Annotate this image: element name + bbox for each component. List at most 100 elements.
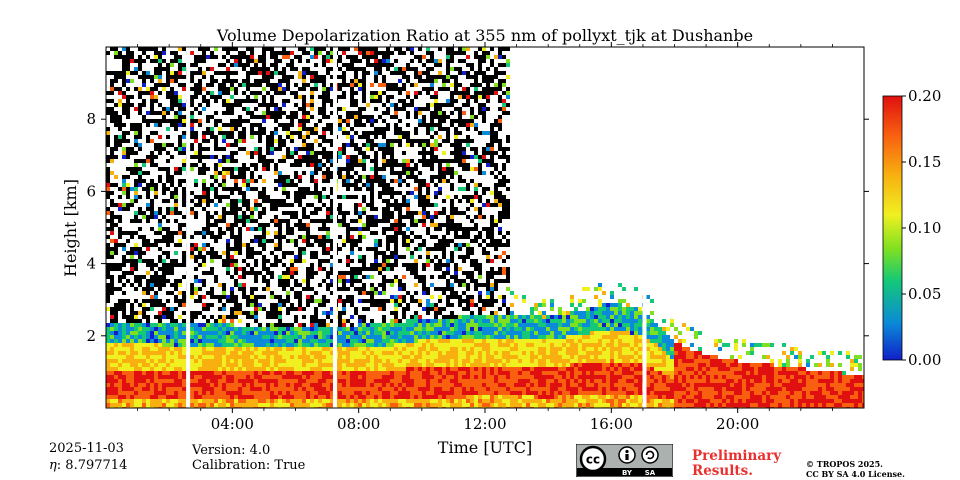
heatmap-cell — [242, 199, 246, 203]
heatmap-cell — [250, 359, 254, 363]
heatmap-cell — [418, 203, 422, 207]
heatmap-cell — [134, 251, 138, 255]
heatmap-cell — [126, 167, 130, 171]
heatmap-cell — [206, 147, 210, 151]
heatmap-cell — [262, 391, 266, 395]
heatmap-cell — [322, 331, 326, 335]
heatmap-cell — [114, 119, 118, 123]
heatmap-cell — [182, 311, 186, 315]
heatmap-cell — [310, 339, 314, 343]
heatmap-cell — [242, 91, 246, 95]
heatmap-cell — [178, 355, 182, 359]
heatmap-cell — [146, 379, 150, 383]
heatmap-cell — [202, 335, 206, 339]
heatmap-cell — [194, 83, 198, 87]
heatmap-cell — [346, 183, 350, 187]
heatmap-cell — [306, 363, 310, 367]
heatmap-cell — [146, 243, 150, 247]
heatmap-cell — [190, 255, 194, 259]
heatmap-cell — [382, 119, 386, 123]
heatmap-cell — [394, 243, 398, 247]
heatmap-cell — [290, 399, 294, 403]
heatmap-cell — [422, 275, 426, 279]
heatmap-cell — [238, 335, 242, 339]
heatmap-cell — [238, 379, 242, 383]
heatmap-cell — [142, 103, 146, 107]
heatmap-cell — [326, 343, 330, 347]
heatmap-cell — [438, 227, 442, 231]
heatmap-cell — [106, 187, 110, 191]
heatmap-cell — [282, 199, 286, 203]
heatmap-cell — [134, 199, 138, 203]
heatmap-cell — [190, 111, 194, 115]
heatmap-cell — [422, 243, 426, 247]
heatmap-cell — [294, 327, 298, 331]
heatmap-cell — [222, 207, 226, 211]
heatmap-cell — [230, 307, 234, 311]
heatmap-cell — [258, 91, 262, 95]
heatmap-cell — [178, 395, 182, 399]
heatmap-cell — [398, 287, 402, 291]
heatmap-cell — [430, 367, 434, 371]
heatmap-cell — [302, 75, 306, 79]
heatmap-cell — [218, 219, 222, 223]
heatmap-cell — [426, 375, 430, 379]
heatmap-cell — [286, 307, 290, 311]
heatmap-cell — [390, 139, 394, 143]
heatmap-cell — [202, 139, 206, 143]
heatmap-cell — [430, 115, 434, 119]
heatmap-cell — [202, 355, 206, 359]
heatmap-cell — [258, 355, 262, 359]
heatmap-cell — [286, 363, 290, 367]
heatmap-cell — [198, 67, 202, 71]
heatmap-cell — [414, 383, 418, 387]
heatmap-cell — [218, 227, 222, 231]
heatmap-cell — [254, 91, 258, 95]
heatmap-cell — [294, 259, 298, 263]
heatmap-cell — [178, 115, 182, 119]
heatmap-cell — [314, 47, 318, 51]
heatmap-cell — [330, 187, 334, 191]
heatmap-cell — [374, 219, 378, 223]
heatmap-cell — [398, 391, 402, 395]
heatmap-cell — [126, 103, 130, 107]
heatmap-cell — [354, 383, 358, 387]
heatmap-cell — [118, 231, 122, 235]
heatmap-cell — [346, 163, 350, 167]
heatmap-cell — [218, 215, 222, 219]
heatmap-cell — [314, 159, 318, 163]
heatmap-cell — [370, 363, 374, 367]
heatmap-cell — [306, 239, 310, 243]
heatmap-cell — [338, 235, 342, 239]
heatmap-cell — [314, 327, 318, 331]
heatmap-cell — [338, 67, 342, 71]
heatmap-cell — [438, 311, 442, 315]
heatmap-cell — [206, 55, 210, 59]
heatmap-cell — [422, 343, 426, 347]
heatmap-cell — [358, 395, 362, 399]
heatmap-cell — [382, 391, 386, 395]
heatmap-cell — [322, 243, 326, 247]
heatmap-cell — [278, 135, 282, 139]
heatmap-cell — [398, 395, 402, 399]
heatmap-cell — [358, 255, 362, 259]
heatmap-cell — [286, 355, 290, 359]
heatmap-cell — [242, 63, 246, 67]
heatmap-cell — [150, 207, 154, 211]
heatmap-cell — [194, 399, 198, 403]
heatmap-cell — [146, 111, 150, 115]
heatmap-cell — [226, 203, 230, 207]
heatmap-cell — [378, 371, 382, 375]
heatmap-cell — [146, 355, 150, 359]
heatmap-cell — [142, 311, 146, 315]
heatmap-cell — [306, 151, 310, 155]
heatmap-cell — [434, 355, 438, 359]
heatmap-cell — [258, 243, 262, 247]
heatmap-cell — [170, 387, 174, 391]
heatmap-cell — [314, 371, 318, 375]
heatmap-cell — [170, 311, 174, 315]
heatmap-cell — [194, 327, 198, 331]
heatmap-cell — [326, 355, 330, 359]
heatmap-cell — [322, 151, 326, 155]
heatmap-cell — [366, 335, 370, 339]
